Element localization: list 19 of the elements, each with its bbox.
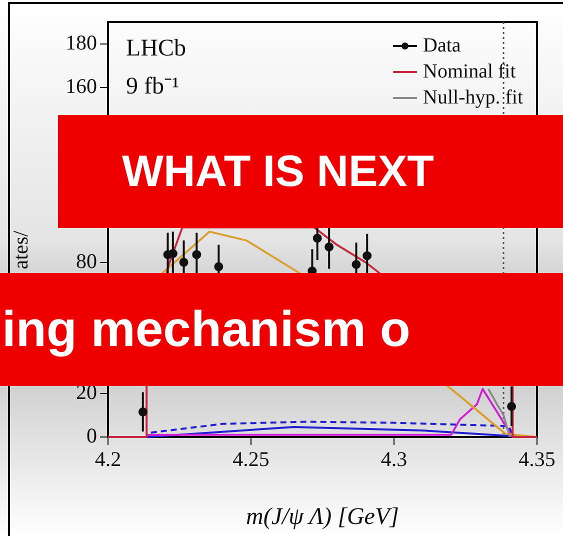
legend-label: Data xyxy=(423,34,461,56)
x-tick-label: 4.2 xyxy=(94,447,122,472)
legend-label: Null-hyp. fit xyxy=(423,86,524,108)
y-tick-label: 180 xyxy=(66,30,97,54)
x-tick-label: 4.3 xyxy=(380,447,408,472)
y-tick-label: 160 xyxy=(66,74,97,98)
x-tick-label: 4.35 xyxy=(518,447,556,472)
y-tick-label: 80 xyxy=(76,248,97,273)
banner: WHAT IS NEXT xyxy=(58,115,563,228)
annotation: LHCb xyxy=(126,35,186,62)
y-axis-title: ates/ xyxy=(8,230,33,270)
annotation: 9 fb⁻¹ xyxy=(126,73,180,100)
y-tick-label: 0 xyxy=(86,424,97,448)
banner: ing mechanism o xyxy=(0,273,563,386)
legend-label: Nominal fit xyxy=(423,60,516,82)
x-axis-title: m(J/ψ Λ) [GeV] xyxy=(246,504,399,530)
annotation: ing mechanism o xyxy=(2,301,410,357)
annotation: WHAT IS NEXT xyxy=(122,147,434,196)
x-tick-label: 4.25 xyxy=(232,447,270,472)
